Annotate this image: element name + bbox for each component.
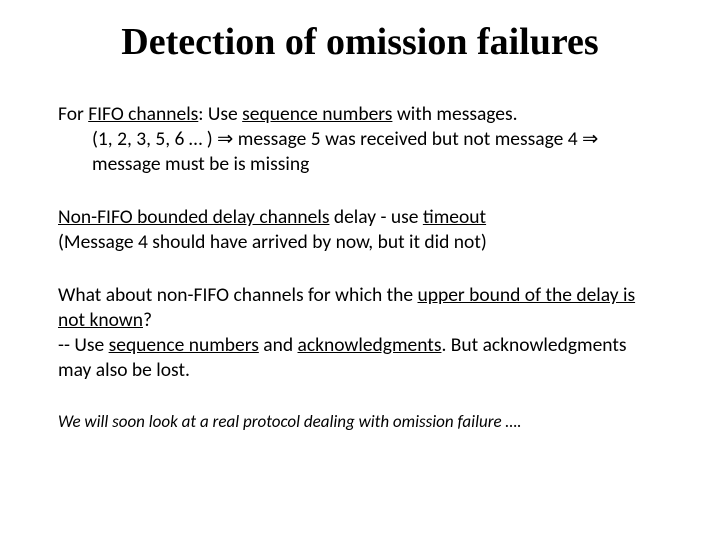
text-underline: sequence numbers <box>242 102 392 126</box>
text: ? <box>143 308 152 332</box>
footer-text: We will soon look at a real protocol dea… <box>58 411 662 433</box>
paragraph-footer: We will soon look at a real protocol dea… <box>58 411 662 433</box>
text: delay - use <box>329 205 422 229</box>
text: and <box>259 333 298 357</box>
text: -- Use <box>58 333 109 357</box>
text-underline: acknowledgments <box>298 333 442 357</box>
paragraph-nonfifo-bounded: Non-FIFO bounded delay channels delay - … <box>58 205 662 255</box>
text: For <box>58 102 88 126</box>
text-underline: timeout <box>423 205 486 229</box>
slide-body: For FIFO channels: Use sequence numbers … <box>58 102 662 432</box>
slide: Detection of omission failures For FIFO … <box>0 0 720 540</box>
text-underline: Non-FIFO bounded delay channels <box>58 205 329 229</box>
text-line: (Message 4 should have arrived by now, b… <box>58 230 662 255</box>
text-underline: FIFO channels <box>88 102 198 126</box>
text-line: For FIFO channels: Use sequence numbers … <box>58 102 662 127</box>
paragraph-fifo: For FIFO channels: Use sequence numbers … <box>58 102 662 177</box>
text: : Use <box>198 102 242 126</box>
text: with messages. <box>392 102 517 126</box>
text-line: (1, 2, 3, 5, 6 … ) ⇒ message 5 was recei… <box>58 127 662 177</box>
text: What about non-FIFO channels for which t… <box>58 283 417 307</box>
slide-title: Detection of omission failures <box>58 20 662 64</box>
text-line: What about non-FIFO channels for which t… <box>58 283 662 333</box>
paragraph-nonfifo-unbounded: What about non-FIFO channels for which t… <box>58 283 662 383</box>
text-line: Non-FIFO bounded delay channels delay - … <box>58 205 662 230</box>
text-underline: sequence numbers <box>109 333 259 357</box>
text-line: -- Use sequence numbers and acknowledgme… <box>58 333 662 383</box>
